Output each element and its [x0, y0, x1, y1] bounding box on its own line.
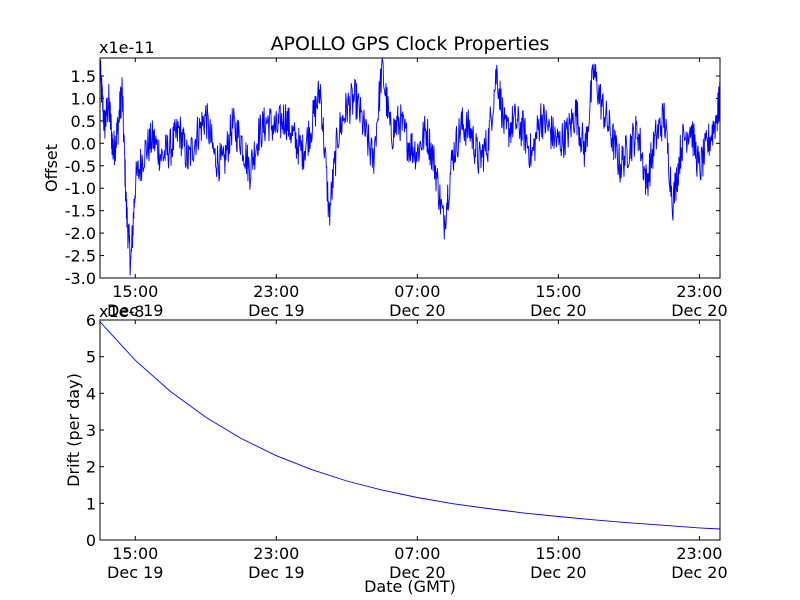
x-tick-date-label: Dec 20 [389, 563, 445, 582]
y-tick-label: 0 [86, 531, 96, 550]
offset-plot-frame [99, 57, 721, 279]
y-tick-label: -2.5 [65, 247, 96, 266]
offset-scale-label: x1e-11 [99, 38, 155, 57]
x-tick-time-label: 23:00 [253, 544, 299, 563]
y-tick-label: -2.0 [65, 224, 96, 243]
y-tick-label: 1 [86, 494, 96, 513]
x-tick-time-label: 15:00 [535, 544, 581, 563]
x-tick-date-label: Dec 20 [530, 563, 586, 582]
y-tick-label: 3 [86, 421, 96, 440]
drift-y-axis-label: Drift (per day) [64, 373, 83, 487]
y-tick-label: -1.5 [65, 202, 96, 221]
y-tick-label: 2 [86, 458, 96, 477]
y-tick-label: -3.0 [65, 269, 96, 288]
offset-series [99, 57, 721, 276]
x-tick-date-label: Dec 19 [107, 301, 163, 320]
y-tick-label: 5 [86, 348, 96, 367]
x-tick-date-label: Dec 20 [671, 301, 727, 320]
offset-y-axis: 1.5 1.0 0.5 0.0 -0.5 -1.0 -1.5 -2.0 -2.5 -3.0 [65, 67, 720, 288]
x-tick-time-label: 15:00 [112, 544, 158, 563]
drift-y-axis: 0 1 2 3 4 5 6 [86, 311, 720, 550]
x-tick-date-label: Dec 19 [107, 563, 163, 582]
x-tick-time-label: 23:00 [676, 544, 722, 563]
offset-line [99, 57, 721, 276]
offset-panel: x1e-11 Offset 1.5 1.0 0.5 0.0 -0.5 -1.0 -1.5 -2… [42, 38, 728, 320]
x-tick-date-label: Dec 20 [389, 301, 445, 320]
x-tick-time-label: 07:00 [394, 544, 440, 563]
x-axis-label: Date (GMT) [364, 577, 456, 596]
y-tick-label: 4 [86, 384, 96, 403]
x-tick-date-label: Dec 19 [248, 301, 304, 320]
x-tick-date-label: Dec 19 [248, 563, 304, 582]
y-tick-label: -1.0 [65, 179, 96, 198]
x-tick-time-label: 15:00 [535, 282, 581, 301]
y-tick-label: 1.0 [71, 89, 96, 108]
drift-plot-frame [99, 319, 721, 541]
offset-y-axis-label: Offset [42, 144, 61, 192]
y-tick-label: 0.0 [71, 134, 96, 153]
x-tick-time-label: 15:00 [112, 282, 158, 301]
y-tick-label: 6 [86, 311, 96, 330]
drift-series [99, 321, 721, 530]
drift-line [99, 321, 721, 530]
chart-title: APOLLO GPS Clock Properties [271, 33, 550, 55]
y-tick-label: 1.5 [71, 67, 96, 86]
x-tick-time-label: 23:00 [253, 282, 299, 301]
x-tick-time-label: 23:00 [676, 282, 722, 301]
y-tick-label: 0.5 [71, 112, 96, 131]
drift-scale-label: x1e-8 [99, 302, 144, 321]
x-tick-time-label: 07:00 [394, 282, 440, 301]
y-tick-label: -0.5 [65, 157, 96, 176]
x-tick-date-label: Dec 20 [671, 563, 727, 582]
x-tick-date-label: Dec 20 [530, 301, 586, 320]
